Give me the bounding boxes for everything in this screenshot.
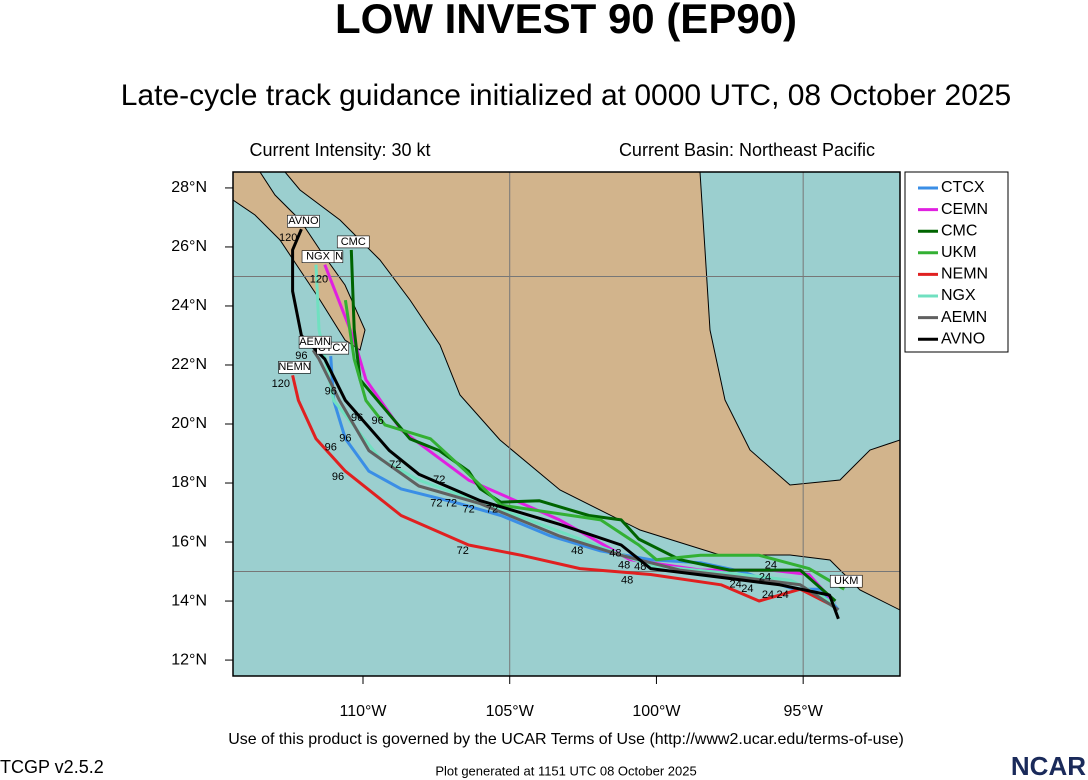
intensity: Current Intensity: 30 kt [249,140,430,160]
y-tick-label: 12°N [171,651,207,668]
track-label: AEMN [299,336,331,348]
legend-label: CMC [941,222,977,239]
x-tick-label: 95°W [784,703,824,720]
hour-label: 120 [310,273,328,285]
hour-label: 48 [571,545,583,557]
track-label-box [278,361,311,374]
hour-label: 48 [634,561,646,573]
y-tick-label: 26°N [171,238,207,255]
track-label-box [287,214,320,228]
x-tick-label: 100°W [632,703,681,720]
legend-label: CTCX [941,179,985,196]
hour-label: 24 [762,589,774,601]
legend-label: NEMN [941,266,988,283]
track-label-box [298,335,332,349]
track [311,349,840,612]
legend-label: AVNO [941,330,985,347]
legend-label: NGX [941,287,976,304]
hour-label: 24 [759,571,771,583]
legend-label: AEMN [941,309,987,326]
hour-label: 96 [295,350,307,362]
hour-label: 72 [457,545,469,557]
hour-label: 96 [325,442,337,454]
track-label: NEMN [278,361,310,373]
hour-label: 120 [272,378,290,390]
hour-label: 96 [332,471,344,483]
x-tick-label: 105°W [486,703,535,720]
y-tick-label: 24°N [171,297,207,314]
hour-label: 72 [433,474,445,486]
tracks: CTCXCEMNCMCUKMNEMNNGXAEMNAVNO24242424242… [233,172,900,676]
track-label-box [301,250,335,263]
subtitle: Late-cycle track guidance initialized at… [121,79,1012,112]
legend-label: UKM [941,244,977,261]
hour-label: 72 [445,498,457,510]
hour-label: 72 [430,498,442,510]
y-tick-label: 14°N [171,592,207,609]
track [291,228,840,620]
hour-label: 24 [741,583,753,595]
track-label-box [336,235,370,249]
hour-label: 72 [463,503,475,515]
track-label: AVNO [288,215,319,227]
hour-label: 96 [325,385,337,397]
hour-label: 48 [621,574,633,586]
hour-label: 24 [765,560,777,572]
legend [904,171,1009,353]
legend-label: CEMN [941,201,988,218]
land-mainland [284,172,900,611]
hour-label: 72 [389,459,401,471]
y-tick-label: 22°N [171,356,207,373]
hour-label: 96 [339,433,351,445]
hour-label: 96 [351,412,363,424]
y-tick-label: 28°N [171,179,207,196]
title: LOW INVEST 90 (EP90) [335,0,797,42]
hour-label: 48 [618,560,630,572]
hour-label: 96 [372,415,384,427]
hour-label: 72 [486,503,498,515]
map-area: CTCXCEMNCMCUKMNEMNNGXAEMNAVNO24242424242… [233,172,900,676]
track [349,249,837,603]
track-label: UKM [834,575,858,587]
y-tick-label: 20°N [171,415,207,432]
hour-label: 48 [609,548,621,560]
land-baja [233,172,366,351]
track [343,299,845,591]
version: TCGP v2.5.2 [0,757,104,777]
generated: Plot generated at 1151 UTC 08 October 20… [435,763,696,778]
track-label: CMC [341,236,366,248]
y-tick-label: 16°N [171,533,207,550]
track-label-box [829,574,863,588]
basin: Current Basin: Northeast Pacific [619,140,875,160]
hour-label: 24 [776,589,788,601]
hour-label: 120 [279,232,297,244]
hour-label: 24 [730,579,742,591]
y-tick-label: 18°N [171,474,207,491]
logo: NCAR [1011,751,1086,780]
track [291,374,831,606]
track-label: NGX [306,251,331,263]
x-tick-label: 110°W [339,703,387,720]
terms: Use of this product is governed by the U… [228,731,904,748]
